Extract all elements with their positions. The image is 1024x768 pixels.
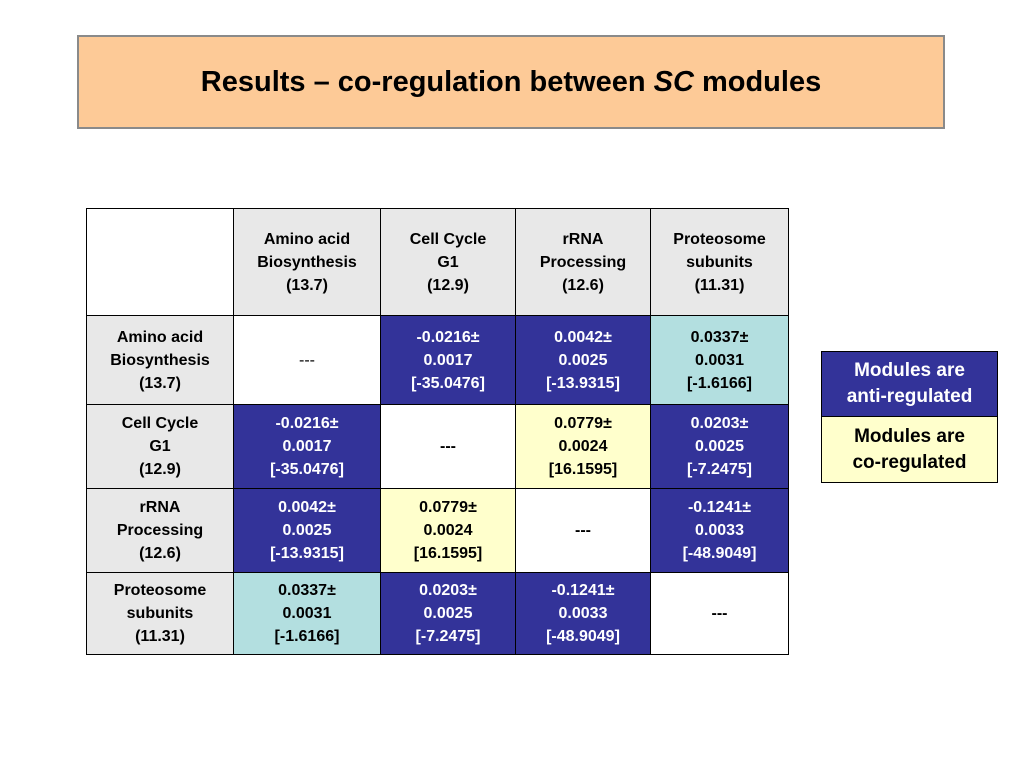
column-header: Proteosome subunits (11.31)	[650, 208, 789, 316]
legend-co-regulated: Modules are co-regulated	[821, 417, 998, 483]
row-header: Amino acid Biosynthesis (13.7)	[86, 315, 234, 405]
table-cell: -0.1241± 0.0033 [-48.9049]	[515, 572, 651, 655]
diagonal-cell: ---	[233, 315, 381, 405]
title-banner: Results – co-regulation between SC modul…	[77, 35, 945, 129]
title-italic: SC	[653, 65, 694, 98]
title-suffix: modules	[693, 65, 822, 98]
table-cell: 0.0779± 0.0024 [16.1595]	[380, 488, 516, 573]
slide-title: Results – co-regulation between SC modul…	[201, 66, 821, 99]
legend-anti-regulated: Modules are anti-regulated	[821, 351, 998, 417]
row-header: rRNA Processing (12.6)	[86, 488, 234, 573]
legend: Modules are anti-regulated Modules are c…	[821, 351, 998, 483]
table-row: Amino acid Biosynthesis (13.7) --- -0.0216…	[86, 315, 789, 405]
diagonal-cell: ---	[650, 572, 789, 655]
table-cell: 0.0779± 0.0024 [16.1595]	[515, 404, 651, 489]
table-cell: 0.0203± 0.0025 [-7.2475]	[650, 404, 789, 489]
table-cell: -0.0216± 0.0017 [-35.0476]	[380, 315, 516, 405]
table-cell: 0.0203± 0.0025 [-7.2475]	[380, 572, 516, 655]
table-header-row: Amino acid Biosynthesis (13.7) Cell Cycle G…	[86, 208, 789, 316]
corner-cell	[86, 208, 234, 316]
table-cell: -0.1241± 0.0033 [-48.9049]	[650, 488, 789, 573]
row-header: Cell Cycle G1 (12.9)	[86, 404, 234, 489]
coregulation-table: Amino acid Biosynthesis (13.7) Cell Cycle G…	[86, 208, 789, 655]
table-cell: 0.0337± 0.0031 [-1.6166]	[233, 572, 381, 655]
table-cell: 0.0042± 0.0025 [-13.9315]	[515, 315, 651, 405]
table-row: Cell Cycle G1 (12.9) -0.0216± 0.0017 [-35.04…	[86, 404, 789, 489]
column-header: rRNA Processing (12.6)	[515, 208, 651, 316]
column-header: Amino acid Biosynthesis (13.7)	[233, 208, 381, 316]
column-header: Cell Cycle G1 (12.9)	[380, 208, 516, 316]
table-cell: -0.0216± 0.0017 [-35.0476]	[233, 404, 381, 489]
table-row: Proteosome subunits (11.31) 0.0337± 0.0031[…	[86, 572, 789, 655]
table-row: rRNA Processing (12.6) 0.0042± 0.0025 [-13.9…	[86, 488, 789, 573]
diagonal-cell: ---	[380, 404, 516, 489]
table-cell: 0.0337± 0.0031 [-1.6166]	[650, 315, 789, 405]
diagonal-cell: ---	[515, 488, 651, 573]
title-prefix: Results – co-regulation between	[200, 65, 654, 98]
table-cell: 0.0042± 0.0025 [-13.9315]	[233, 488, 381, 573]
row-header: Proteosome subunits (11.31)	[86, 572, 234, 655]
